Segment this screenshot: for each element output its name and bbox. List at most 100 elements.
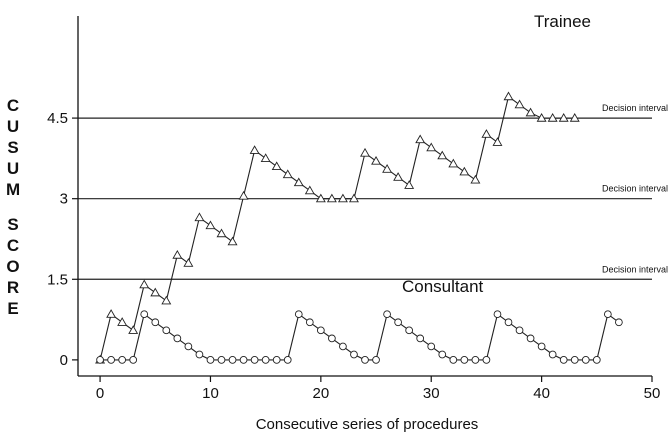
trainee-point-27 <box>393 172 404 181</box>
consultant-point-27 <box>394 318 402 327</box>
consultant-point-34 <box>471 356 480 364</box>
consultant-point-8 <box>184 342 193 351</box>
trainee-point-37 <box>503 91 514 101</box>
consultant-point-4 <box>140 310 149 319</box>
trainee-point-21 <box>326 193 337 203</box>
trainee-point-12 <box>227 236 238 246</box>
trainee-point-28 <box>404 180 415 189</box>
y-axis-label-letter: C <box>6 96 20 115</box>
consultant-point-45 <box>592 356 601 364</box>
consultant-point-39 <box>526 334 535 343</box>
trainee-point-2 <box>117 317 128 326</box>
trainee-point-29 <box>415 134 426 144</box>
series-label-consultant: Consultant <box>402 277 484 296</box>
consultant-point-17 <box>283 356 292 364</box>
y-axis-label-letter: U <box>6 117 20 136</box>
trainee-point-5 <box>150 287 161 297</box>
consultant-point-28 <box>405 326 414 335</box>
series-markers <box>95 91 623 364</box>
trainee-point-34 <box>470 174 481 184</box>
consultant-point-16 <box>272 356 281 364</box>
consultant-point-36 <box>493 310 502 319</box>
y-tick-label-3: 4.5 <box>47 110 68 127</box>
y-axis-label-gap <box>6 200 20 214</box>
consultant-point-10 <box>206 356 215 364</box>
x-axis-label: Consecutive series of procedures <box>256 416 479 432</box>
axes: 0 1.5 3 4.5 0 10 20 30 40 50 <box>47 16 660 402</box>
trainee-point-8 <box>183 258 194 267</box>
trainee-point-10 <box>205 220 216 230</box>
chart-labels: Consecutive series of procedures Decision… <box>256 12 668 432</box>
x-tick-label-5: 50 <box>644 385 661 402</box>
consultant-point-15 <box>261 356 270 364</box>
consultant-point-1 <box>107 356 115 364</box>
consultant-point-19 <box>305 318 314 327</box>
consultant-point-5 <box>151 318 160 327</box>
trainee-point-7 <box>172 249 183 259</box>
consultant-point-14 <box>250 356 259 364</box>
y-axis-label-letter: M <box>6 180 21 199</box>
trainee-point-24 <box>360 147 370 157</box>
consultant-point-11 <box>217 356 226 364</box>
consultant-point-24 <box>361 356 369 364</box>
consultant-point-32 <box>449 356 458 364</box>
y-tick-label-0: 0 <box>60 352 68 369</box>
consultant-point-38 <box>515 326 524 335</box>
consultant-point-43 <box>570 356 579 364</box>
consultant-point-30 <box>427 342 436 351</box>
consultant-point-26 <box>383 310 391 319</box>
trainee-point-32 <box>448 158 459 168</box>
decision-interval-label-1: Decision interval <box>602 184 668 194</box>
consultant-point-21 <box>328 334 336 343</box>
consultant-point-23 <box>350 350 358 359</box>
consultant-point-9 <box>195 350 204 359</box>
trainee-point-1 <box>106 309 117 318</box>
trainee-point-20 <box>315 193 326 203</box>
trainee-point-36 <box>492 137 503 146</box>
trainee-point-13 <box>238 190 249 200</box>
trainee-point-22 <box>337 193 348 203</box>
decision-interval-label-2: Decision interval <box>602 103 668 113</box>
consultant-point-3 <box>129 356 138 364</box>
trainee-point-31 <box>437 150 448 160</box>
consultant-point-42 <box>559 356 568 364</box>
trainee-point-19 <box>304 185 315 195</box>
series-label-trainee: Trainee <box>534 12 591 31</box>
y-axis-label-letter: U <box>6 159 20 178</box>
y-axis-label-letter: S <box>7 215 19 234</box>
trainee-point-41 <box>547 112 558 122</box>
trainee-point-33 <box>459 166 470 176</box>
consultant-point-25 <box>372 356 380 364</box>
consultant-point-18 <box>294 310 303 319</box>
y-axis-label-letter: O <box>6 257 20 276</box>
trainee-point-30 <box>426 142 437 152</box>
consultant-point-46 <box>603 310 612 319</box>
trainee-point-17 <box>282 169 293 179</box>
trainee-point-35 <box>481 129 492 138</box>
consultant-point-31 <box>438 350 447 359</box>
consultant-point-2 <box>118 356 127 364</box>
y-axis-label-letter: C <box>6 236 20 255</box>
trainee-point-9 <box>194 212 205 222</box>
trainee-point-25 <box>371 155 382 165</box>
consultant-point-12 <box>228 356 237 364</box>
trainee-point-15 <box>260 153 271 162</box>
decision-interval-lines <box>78 117 652 280</box>
trainee-point-11 <box>216 228 227 238</box>
consultant-point-33 <box>460 356 469 364</box>
x-tick-label-3: 30 <box>423 385 440 402</box>
trainee-point-4 <box>139 279 150 289</box>
trainee-point-6 <box>161 295 172 305</box>
trainee-point-40 <box>536 112 547 122</box>
trainee-point-26 <box>382 164 393 173</box>
consultant-point-29 <box>416 334 425 343</box>
consultant-point-44 <box>581 356 590 364</box>
consultant-point-0 <box>96 356 104 364</box>
x-tick-label-2: 20 <box>313 385 330 402</box>
trainee-point-3 <box>128 325 139 334</box>
consultant-point-37 <box>504 318 513 327</box>
x-tick-label-1: 10 <box>202 385 219 402</box>
